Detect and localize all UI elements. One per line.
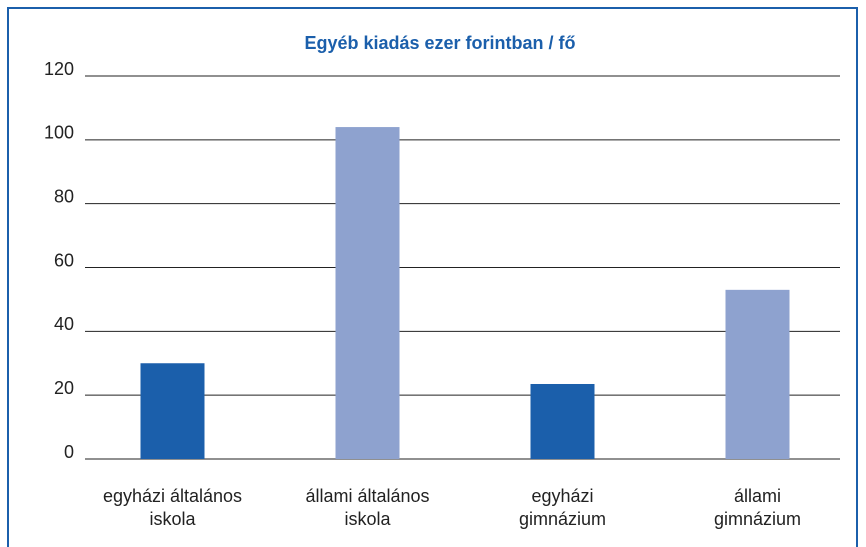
x-tick-label: gimnázium [519,509,606,529]
y-tick-label: 120 [44,59,74,79]
y-tick-label: 20 [54,378,74,398]
x-tick-label: állami általános [305,486,429,506]
bar [530,383,595,459]
bar [140,363,205,459]
frame [7,7,858,547]
bar [725,289,790,459]
x-tick-label: iskola [344,509,391,529]
y-tick-label: 60 [54,250,74,270]
y-tick-label: 0 [64,442,74,462]
x-tick-label: állami [734,486,781,506]
bar [335,127,400,460]
x-tick-label: iskola [149,509,196,529]
x-tick-label: gimnázium [714,509,801,529]
x-tick-label: egyházi [531,486,593,506]
y-tick-label: 40 [54,314,74,334]
x-tick-label: egyházi általános [103,486,242,506]
chart-title: Egyéb kiadás ezer forintban / fő [304,33,575,53]
y-tick-label: 100 [44,123,74,143]
y-tick-label: 80 [54,186,74,206]
